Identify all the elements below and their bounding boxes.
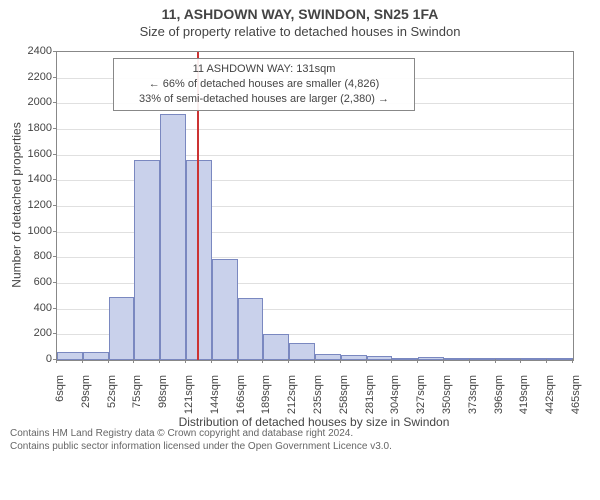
callout-line: ← 66% of detached houses are smaller (4,… bbox=[120, 77, 408, 92]
y-tick-label: 400 bbox=[8, 302, 52, 314]
x-axis-title: Distribution of detached houses by size … bbox=[56, 413, 572, 431]
x-tick-mark bbox=[340, 359, 341, 363]
x-tick-mark bbox=[211, 359, 212, 363]
x-tick-mark bbox=[262, 359, 263, 363]
histogram-bar bbox=[238, 298, 264, 360]
x-tick-mark bbox=[495, 359, 496, 363]
x-tick-mark bbox=[546, 359, 547, 363]
y-tick-mark bbox=[53, 256, 57, 257]
histogram-bar bbox=[57, 352, 83, 360]
y-tick-label: 800 bbox=[8, 250, 52, 262]
histogram-bar bbox=[263, 334, 289, 360]
x-tick-mark bbox=[237, 359, 238, 363]
x-tick-mark bbox=[288, 359, 289, 363]
y-tick-label: 600 bbox=[8, 276, 52, 288]
plot-area: 11 ASHDOWN WAY: 131sqm← 66% of detached … bbox=[56, 51, 574, 361]
histogram-bar bbox=[392, 358, 418, 360]
x-tick-mark bbox=[469, 359, 470, 363]
histogram-bar bbox=[521, 358, 547, 360]
x-tick-mark bbox=[391, 359, 392, 363]
y-tick-mark bbox=[53, 77, 57, 78]
x-tick-mark bbox=[185, 359, 186, 363]
histogram-bar bbox=[289, 343, 315, 360]
x-tick-mark bbox=[56, 359, 57, 363]
x-tick-mark bbox=[520, 359, 521, 363]
footer-line-2: Contains public sector information licen… bbox=[10, 440, 590, 453]
histogram-bar bbox=[444, 358, 470, 360]
y-tick-mark bbox=[53, 179, 57, 180]
gridline bbox=[57, 129, 573, 130]
histogram-bar bbox=[496, 358, 522, 360]
histogram-bar bbox=[547, 358, 573, 360]
x-tick-mark bbox=[366, 359, 367, 363]
x-tick-mark bbox=[417, 359, 418, 363]
y-tick-label: 1800 bbox=[8, 122, 52, 134]
x-tick-mark bbox=[572, 359, 573, 363]
y-tick-label: 2000 bbox=[8, 96, 52, 108]
x-tick-mark bbox=[159, 359, 160, 363]
x-tick-mark bbox=[133, 359, 134, 363]
chart-title-address: 11, ASHDOWN WAY, SWINDON, SN25 1FA bbox=[0, 0, 600, 22]
y-tick-label: 1200 bbox=[8, 199, 52, 211]
histogram-bar bbox=[367, 356, 393, 360]
histogram-bar bbox=[212, 259, 238, 360]
callout-line: 11 ASHDOWN WAY: 131sqm bbox=[120, 62, 408, 77]
y-tick-mark bbox=[53, 333, 57, 334]
y-tick-label: 1400 bbox=[8, 173, 52, 185]
y-tick-label: 1000 bbox=[8, 225, 52, 237]
y-tick-mark bbox=[53, 154, 57, 155]
chart-container: Number of detached properties 11 ASHDOWN… bbox=[0, 43, 600, 423]
y-tick-mark bbox=[53, 308, 57, 309]
chart-subtitle: Size of property relative to detached ho… bbox=[0, 22, 600, 43]
y-tick-mark bbox=[53, 231, 57, 232]
x-tick-mark bbox=[443, 359, 444, 363]
histogram-bar bbox=[470, 358, 496, 360]
y-tick-mark bbox=[53, 128, 57, 129]
y-tick-mark bbox=[53, 205, 57, 206]
histogram-bar bbox=[315, 354, 341, 360]
callout-box: 11 ASHDOWN WAY: 131sqm← 66% of detached … bbox=[113, 58, 415, 111]
gridline bbox=[57, 155, 573, 156]
x-tick-mark bbox=[82, 359, 83, 363]
y-tick-label: 2400 bbox=[8, 45, 52, 57]
y-tick-label: 200 bbox=[8, 327, 52, 339]
y-tick-label: 0 bbox=[8, 353, 52, 365]
histogram-bar bbox=[134, 160, 160, 360]
x-tick-mark bbox=[314, 359, 315, 363]
y-tick-label: 1600 bbox=[8, 148, 52, 160]
histogram-bar bbox=[83, 352, 109, 360]
y-tick-label: 2200 bbox=[8, 71, 52, 83]
histogram-bar bbox=[341, 355, 367, 360]
callout-line: 33% of semi-detached houses are larger (… bbox=[120, 92, 408, 107]
histogram-bar bbox=[418, 357, 444, 360]
y-tick-mark bbox=[53, 282, 57, 283]
histogram-bar bbox=[109, 297, 135, 360]
x-tick-mark bbox=[108, 359, 109, 363]
y-tick-mark bbox=[53, 51, 57, 52]
histogram-bar bbox=[160, 114, 186, 360]
y-tick-mark bbox=[53, 102, 57, 103]
